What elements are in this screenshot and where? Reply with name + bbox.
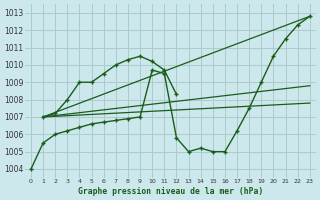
X-axis label: Graphe pression niveau de la mer (hPa): Graphe pression niveau de la mer (hPa) — [78, 187, 263, 196]
